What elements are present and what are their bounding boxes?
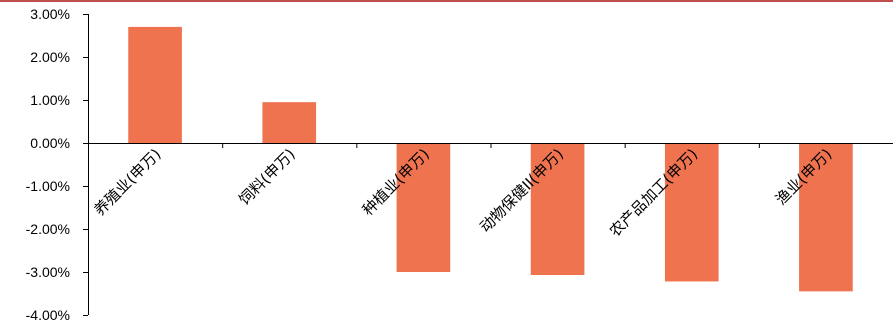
y-tick-label: -3.00% — [26, 264, 70, 280]
bar-5 — [664, 143, 719, 282]
y-tick-label: 0.00% — [30, 135, 70, 151]
bar-3 — [396, 143, 451, 272]
bar-6 — [799, 143, 853, 292]
y-tick-label: 2.00% — [30, 49, 70, 65]
y-tick-label: 1.00% — [30, 92, 70, 108]
axes-group — [83, 14, 893, 316]
category-labels: 养殖业(申万) 饲料(申万) 种植业(申万) 动物保健II(申万) 农产品加工(申万) 渔… — [91, 145, 836, 240]
bar-2 — [262, 102, 317, 143]
bar-4 — [530, 143, 585, 276]
bar-1 — [128, 26, 182, 143]
category-label-2: 饲料(申万) — [235, 145, 298, 208]
y-tick-label: -2.00% — [26, 221, 70, 237]
category-label-1: 养殖业(申万) — [91, 145, 165, 219]
y-tick-label: 3.00% — [30, 6, 70, 22]
y-tick-labels: 3.00% 2.00% 1.00% 0.00% -1.00% -2.00% -3.00% -4… — [26, 6, 70, 323]
y-tick-label: -4.00% — [26, 307, 70, 323]
top-rule — [0, 0, 893, 2]
y-tick-label: -1.00% — [26, 178, 70, 194]
bars-group — [128, 26, 853, 292]
